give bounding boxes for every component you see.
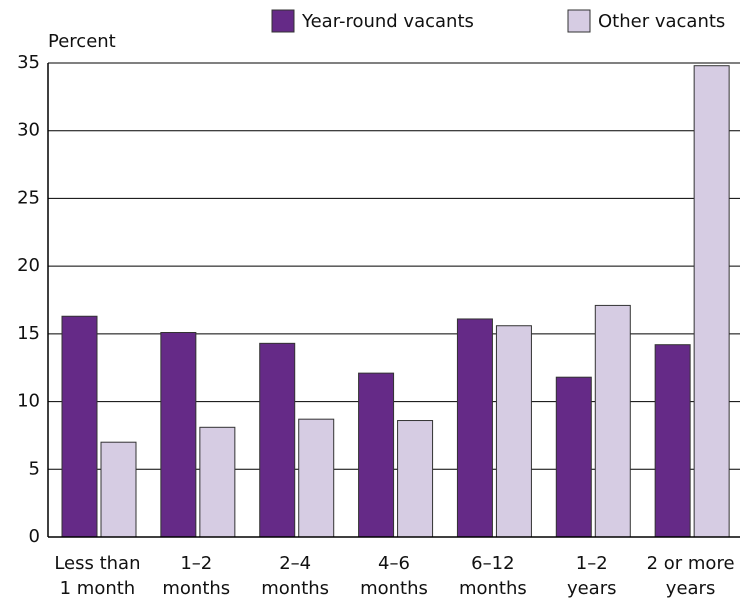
y-tick-label: 0 bbox=[29, 526, 40, 547]
y-tick-label: 20 bbox=[17, 255, 40, 276]
bar bbox=[160, 332, 197, 538]
y-tick-label: 35 bbox=[17, 52, 40, 73]
bar bbox=[358, 372, 395, 538]
bar bbox=[61, 315, 98, 538]
bar bbox=[555, 376, 592, 538]
bar bbox=[100, 441, 137, 538]
y-tick-label: 10 bbox=[17, 391, 40, 412]
x-tick-label: 2–4 months bbox=[261, 553, 329, 599]
bar bbox=[594, 304, 631, 538]
x-tick-label: 1–2 years bbox=[567, 553, 617, 599]
y-tick-label: 5 bbox=[29, 458, 40, 479]
legend-swatch bbox=[271, 9, 295, 33]
bar bbox=[397, 420, 434, 538]
bar bbox=[693, 65, 730, 538]
bar bbox=[654, 344, 691, 538]
x-tick-label: Less than 1 month bbox=[54, 553, 140, 599]
bar bbox=[298, 418, 335, 538]
y-tick-label: 30 bbox=[17, 120, 40, 141]
x-tick-label: 4–6 months bbox=[360, 553, 428, 599]
legend-swatch bbox=[567, 9, 591, 33]
bar bbox=[199, 426, 236, 538]
y-axis-label: Percent bbox=[48, 31, 116, 52]
x-tick-label: 6–12 months bbox=[459, 553, 527, 599]
bar bbox=[259, 342, 296, 538]
x-tick-label: 1–2 months bbox=[162, 553, 230, 599]
y-tick-label: 25 bbox=[17, 187, 40, 208]
bar bbox=[495, 325, 532, 538]
y-tick-label: 15 bbox=[17, 323, 40, 344]
bar bbox=[456, 318, 493, 538]
legend-label: Year-round vacants bbox=[301, 11, 474, 32]
x-tick-label: 2 or more years bbox=[647, 553, 735, 599]
legend-label: Other vacants bbox=[598, 11, 725, 32]
